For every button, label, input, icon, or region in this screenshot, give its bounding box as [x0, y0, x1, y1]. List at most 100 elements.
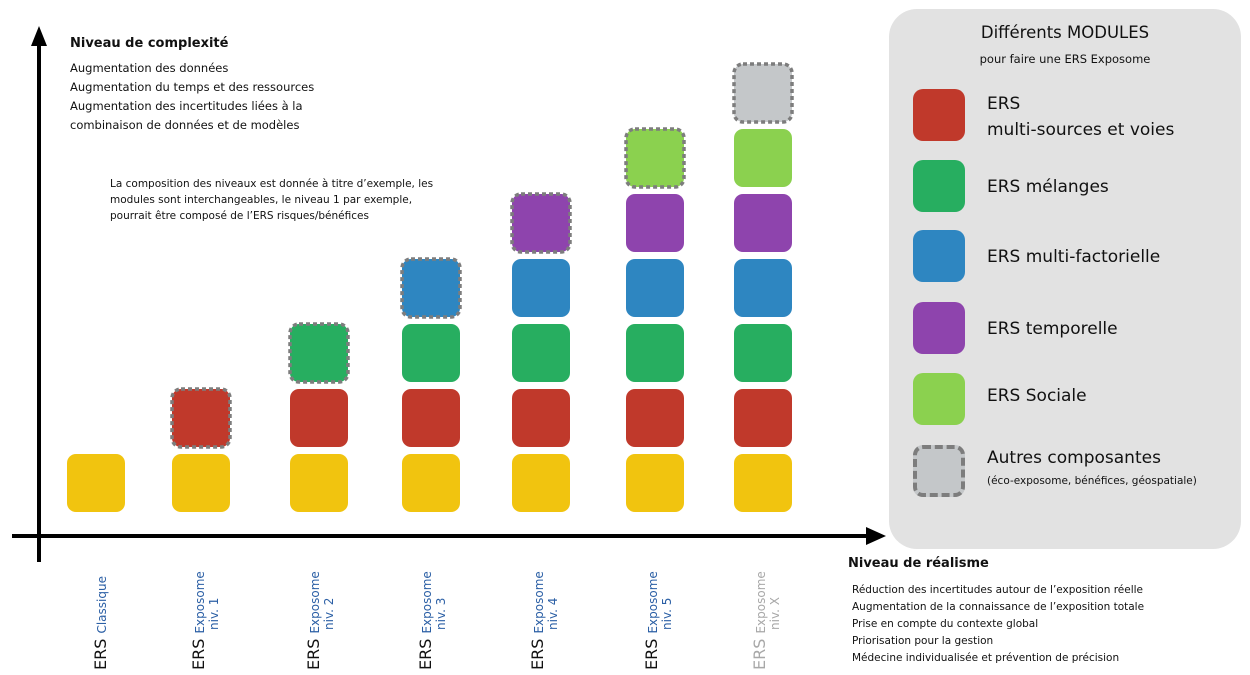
- module-stacks: [67, 62, 794, 512]
- x-category-2-sub: Exposome: [308, 571, 322, 634]
- module-base-level-0: [67, 454, 125, 512]
- module-base-level-6: [734, 454, 792, 512]
- module-base-level-3: [402, 454, 460, 512]
- module-melanges-level-4: [512, 324, 570, 382]
- x-category-4-level: niv. 4: [546, 597, 560, 630]
- x-category-1-main: ERS: [189, 633, 208, 670]
- legend-swatch-sociale: [913, 373, 965, 425]
- note-line-1: La composition des niveaux est donnée à …: [110, 178, 434, 190]
- x-category-5-main: ERS: [642, 633, 661, 670]
- x-category-4-sub: Exposome: [532, 571, 546, 634]
- legend-note-autres: (éco-exposome, bénéfices, géospatiale): [987, 475, 1197, 487]
- module-multi-level-6: [734, 389, 792, 447]
- y-axis-line-1: Augmentation des données: [70, 61, 229, 75]
- x-axis-line-3: Prise en compte du contexte global: [852, 618, 1039, 630]
- legend-swatch-melanges: [913, 160, 965, 212]
- module-melanges-level-3: [402, 324, 460, 382]
- module-multi-level-4: [512, 389, 570, 447]
- x-category-1-level: niv. 1: [207, 597, 221, 630]
- y-axis-arrow: [31, 26, 47, 46]
- legend-label-sociale: ERS Sociale: [987, 386, 1087, 406]
- x-category-6: ERS Exposome niv. X: [750, 560, 782, 670]
- module-melanges-level-6: [734, 324, 792, 382]
- x-category-3-level: niv. 3: [434, 597, 448, 630]
- legend-label-multi-line1: ERS: [987, 94, 1021, 114]
- y-axis-line-2: Augmentation du temps et des ressources: [70, 80, 315, 94]
- x-category-0: ERS Classique: [86, 560, 116, 670]
- axes: [12, 26, 886, 562]
- x-category-3-sub: Exposome: [420, 571, 434, 634]
- x-category-6-sub: Exposome: [754, 571, 768, 634]
- x-category-3-line1: ERS Exposome: [416, 560, 435, 670]
- x-category-0-sub: Classique: [94, 576, 109, 634]
- note-line-3: pourrait être composé de l’ERS risques/b…: [110, 210, 369, 222]
- module-factorielle-level-6: [734, 259, 792, 317]
- x-axis-title: Niveau de réalisme: [848, 556, 989, 571]
- module-sociale-level-6: [734, 129, 792, 187]
- module-factorielle-level-4: [512, 259, 570, 317]
- note-line-2: modules sont interchangeables, le niveau…: [110, 194, 413, 206]
- x-category-4: ERS Exposome niv. 4: [528, 560, 560, 670]
- legend-swatch-factorielle: [913, 230, 965, 282]
- x-category-0-line1: ERS Classique: [90, 560, 110, 670]
- x-category-4-line1: ERS Exposome: [528, 560, 547, 670]
- module-base-level-2: [290, 454, 348, 512]
- x-category-2-main: ERS: [304, 633, 323, 670]
- x-category-5: ERS Exposome niv. 5: [642, 560, 674, 670]
- x-category-2-level: niv. 2: [322, 597, 336, 630]
- x-axis-line-5: Médecine individualisée et prévention de…: [852, 652, 1120, 664]
- legend-swatch-temporelle: [913, 302, 965, 354]
- module-multi-level-2: [290, 389, 348, 447]
- x-axis-line-2: Augmentation de la connaissance de l’exp…: [852, 601, 1145, 613]
- y-axis-line-3: Augmentation des incertitudes liées à la: [70, 99, 303, 113]
- legend-label-factorielle: ERS multi-factorielle: [987, 247, 1161, 267]
- legend-label-multi-line2: multi-sources et voies: [987, 120, 1175, 140]
- module-base-level-1: [172, 454, 230, 512]
- module-melanges-level-5: [626, 324, 684, 382]
- module-multi-level-5: [626, 389, 684, 447]
- y-axis-title: Niveau de complexité: [70, 36, 229, 51]
- x-category-6-main: ERS: [750, 633, 769, 670]
- composition-note: La composition des niveaux est donnée à …: [110, 176, 490, 224]
- x-category-2-line1: ERS Exposome: [304, 560, 323, 670]
- legend-label-temporelle: ERS temporelle: [987, 319, 1118, 339]
- y-axis-line-4: combinaison de données et de modèles: [70, 118, 300, 132]
- module-melanges-level-2: [288, 322, 350, 384]
- module-sociale-level-5: [624, 127, 686, 189]
- module-autres-level-6: [732, 62, 794, 124]
- modules-legend: Différents MODULES pour faire une ERS Ex…: [889, 9, 1241, 549]
- x-category-1-line1: ERS Exposome: [189, 560, 208, 670]
- module-multi-level-3: [402, 389, 460, 447]
- legend-title: Différents MODULES: [980, 23, 1150, 42]
- x-category-2: ERS Exposome niv. 2: [304, 560, 336, 670]
- x-category-6-line1: ERS Exposome: [750, 560, 769, 670]
- module-temporelle-level-5: [626, 194, 684, 252]
- x-category-4-main: ERS: [528, 633, 547, 670]
- x-axis-arrow: [866, 527, 886, 545]
- module-temporelle-level-4: [510, 192, 572, 254]
- legend-subtitle: pour faire une ERS Exposome: [979, 52, 1151, 66]
- module-factorielle-level-5: [626, 259, 684, 317]
- x-category-5-line1: ERS Exposome: [642, 560, 661, 670]
- module-multi-level-1: [170, 387, 232, 449]
- module-base-level-5: [626, 454, 684, 512]
- x-category-6-level: niv. X: [768, 597, 782, 630]
- y-axis-description: Augmentation des données Augmentation du…: [70, 59, 314, 135]
- module-base-level-4: [512, 454, 570, 512]
- legend-label-melanges: ERS mélanges: [987, 177, 1109, 197]
- x-category-1: ERS Exposome niv. 1: [189, 560, 221, 670]
- x-category-0-main: ERS: [90, 633, 110, 670]
- x-category-1-sub: Exposome: [193, 571, 207, 634]
- legend-label-multi: ERS multi-sources et voies: [987, 91, 1174, 143]
- module-temporelle-level-6: [734, 194, 792, 252]
- x-axis-line-4: Priorisation pour la gestion: [852, 635, 994, 647]
- legend-label-autres: Autres composantes: [987, 448, 1161, 468]
- x-axis-line-1: Réduction des incertitudes autour de l’e…: [852, 584, 1143, 596]
- module-factorielle-level-3: [400, 257, 462, 319]
- x-category-5-sub: Exposome: [646, 571, 660, 634]
- legend-swatch-multi: [913, 89, 965, 141]
- legend-swatch-autres: [913, 445, 965, 497]
- x-category-3: ERS Exposome niv. 3: [416, 560, 448, 670]
- x-category-3-main: ERS: [416, 633, 435, 670]
